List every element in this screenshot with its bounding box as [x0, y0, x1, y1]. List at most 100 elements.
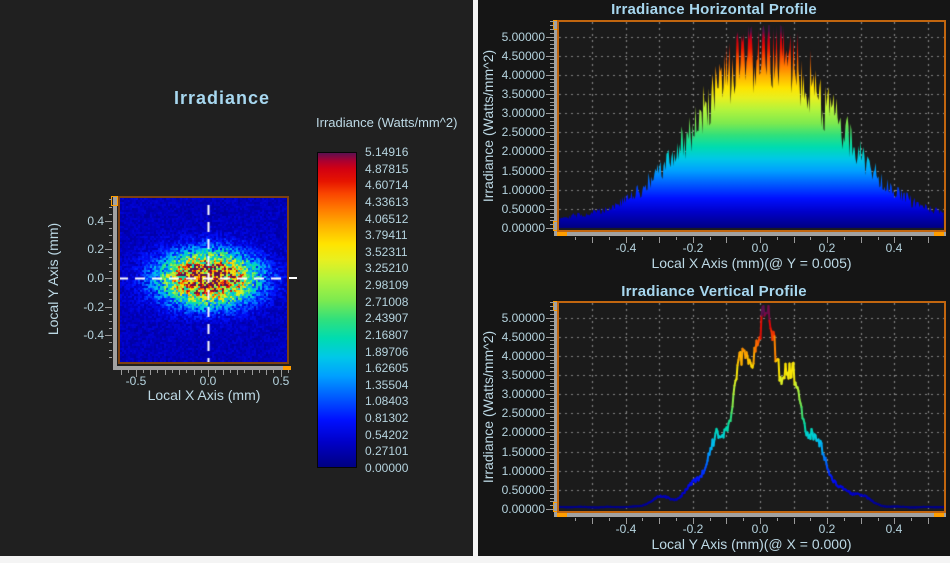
profile-y-tick-label: 1.00000: [501, 464, 545, 478]
map-y-axis-tick: [109, 292, 112, 293]
map-x-axis-tick: [252, 370, 253, 375]
profile-y-axis-tick: [550, 314, 554, 315]
colorbar-tick-label: 1.89706: [365, 344, 409, 359]
colorbar-tick-label: 1.08403: [365, 394, 409, 409]
map-x-tick-label: 0.0: [199, 374, 217, 388]
profile-y-axis-tick: [550, 125, 554, 126]
map-bottom-right-handle[interactable]: [283, 366, 291, 370]
profile-y-axis-tick: [550, 86, 554, 87]
map-x-axis-tick: [186, 370, 187, 373]
profile-x-tick-label: -0.4: [615, 522, 637, 536]
horizontal-profile-bottom-rail[interactable]: [554, 232, 946, 236]
hp-rail-left-cap[interactable]: [557, 232, 567, 236]
map-x-axis-tick: [259, 370, 260, 373]
map-x-tick-label: -0.5: [125, 374, 147, 388]
map-x-axis-tick: [121, 370, 122, 375]
horizontal-profile-x-axis-title: Local X Axis (mm)(@ Y = 0.005): [651, 255, 852, 271]
profile-x-axis-tick: [760, 237, 761, 243]
profile-y-axis-tick: [550, 25, 554, 26]
profile-y-axis-tick: [550, 159, 554, 160]
profile-y-axis-tick: [550, 459, 554, 460]
profile-y-axis-tick: [550, 467, 554, 468]
profile-y-axis-tick: [550, 440, 554, 441]
map-title: Irradiance: [173, 88, 271, 108]
profile-y-axis-tick: [550, 406, 554, 407]
vertical-profile-plot[interactable]: [557, 301, 946, 513]
horizontal-profile-left-rail[interactable]: [554, 20, 558, 232]
map-y-axis-tick: [105, 307, 112, 308]
vertical-profile-canvas[interactable]: [559, 303, 944, 511]
horizontal-profile-plot[interactable]: [557, 20, 946, 232]
profile-y-tick-label: 3.00000: [501, 387, 545, 401]
profile-y-axis-tick: [546, 75, 554, 76]
hp-rail-right-cap[interactable]: [934, 232, 944, 236]
colorbar-label: Irradiance (Watts/mm^2): [316, 115, 458, 130]
map-top-left-handle[interactable]: [111, 196, 118, 206]
profile-y-axis-tick: [550, 444, 554, 445]
profile-y-axis-tick: [546, 209, 554, 210]
irradiance-map-plot[interactable]: [118, 196, 289, 364]
profile-y-axis-tick: [550, 501, 554, 502]
map-left-rail[interactable]: [113, 196, 117, 370]
profile-y-axis-tick: [550, 174, 554, 175]
map-y-axis-tick: [109, 271, 112, 272]
map-x-axis-tick: [244, 370, 245, 373]
profile-y-axis-tick: [546, 94, 554, 95]
colorbar-tick-label: 5.14916: [365, 145, 409, 159]
map-y-axis-tick: [109, 199, 112, 200]
colorbar-tick-label: 4.06512: [365, 211, 409, 226]
vertical-profile-left-rail[interactable]: [554, 301, 558, 513]
map-y-axis-tick: [105, 335, 112, 336]
profile-x-axis-tick: [609, 518, 610, 521]
profile-y-axis-tick: [550, 90, 554, 91]
profile-y-axis-tick: [550, 167, 554, 168]
profile-y-axis-tick: [546, 471, 554, 472]
profile-y-axis-tick: [550, 224, 554, 225]
colorbar-tick-label: 4.60714: [365, 178, 409, 193]
profile-x-axis-tick: [575, 518, 576, 521]
profile-y-axis-tick: [550, 140, 554, 141]
profile-y-axis-tick: [550, 348, 554, 349]
profile-y-tick-label: 1.00000: [501, 183, 545, 197]
profile-x-axis-tick: [659, 518, 660, 524]
colorbar-tick-label: 3.25210: [365, 261, 409, 276]
map-bottom-rail[interactable]: [113, 366, 291, 370]
profile-y-axis-tick: [546, 356, 554, 357]
profile-y-axis-tick: [550, 155, 554, 156]
profile-y-axis-tick: [550, 417, 554, 418]
profile-y-axis-tick: [550, 79, 554, 80]
profile-x-tick-label: -0.4: [615, 241, 637, 255]
profile-y-axis-tick: [546, 132, 554, 133]
profile-y-axis-tick: [550, 371, 554, 372]
profile-x-axis-tick: [911, 237, 912, 240]
horizontal-profile-y-axis-title: Irradiance (Watts/mm^2): [480, 49, 496, 203]
profile-y-axis-tick: [550, 498, 554, 499]
profile-y-axis-tick: [550, 306, 554, 307]
profile-y-axis-tick: [550, 379, 554, 380]
profile-x-axis-tick: [659, 237, 660, 243]
profile-x-axis-tick: [911, 518, 912, 521]
profile-x-axis-tick: [626, 237, 627, 243]
profile-y-axis-tick: [546, 432, 554, 433]
vertical-profile-bottom-rail[interactable]: [554, 513, 946, 517]
vp-rail-right-cap[interactable]: [934, 513, 944, 517]
map-x-tick-label: 0.5: [272, 374, 290, 388]
profile-y-axis-tick: [546, 171, 554, 172]
profile-x-tick-label: 0.2: [818, 241, 836, 255]
map-y-axis-tick: [105, 278, 112, 279]
map-x-axis-tick: [165, 370, 166, 375]
irradiance-map-canvas[interactable]: [120, 198, 287, 362]
map-x-axis-tick: [223, 370, 224, 375]
profile-y-axis-tick: [550, 182, 554, 183]
horizontal-profile-canvas[interactable]: [559, 22, 944, 230]
map-x-axis-tick: [194, 370, 195, 375]
vp-rail-left-cap[interactable]: [557, 513, 567, 517]
profile-y-tick-label: 0.00000: [501, 502, 545, 516]
profile-x-tick-label: 0.4: [885, 522, 903, 536]
profile-y-axis-tick: [550, 63, 554, 64]
profile-y-axis-tick: [550, 478, 554, 479]
profile-x-axis-tick: [642, 518, 643, 521]
profile-y-axis-tick: [550, 463, 554, 464]
profile-y-axis-tick: [550, 475, 554, 476]
profile-y-axis-tick: [550, 409, 554, 410]
